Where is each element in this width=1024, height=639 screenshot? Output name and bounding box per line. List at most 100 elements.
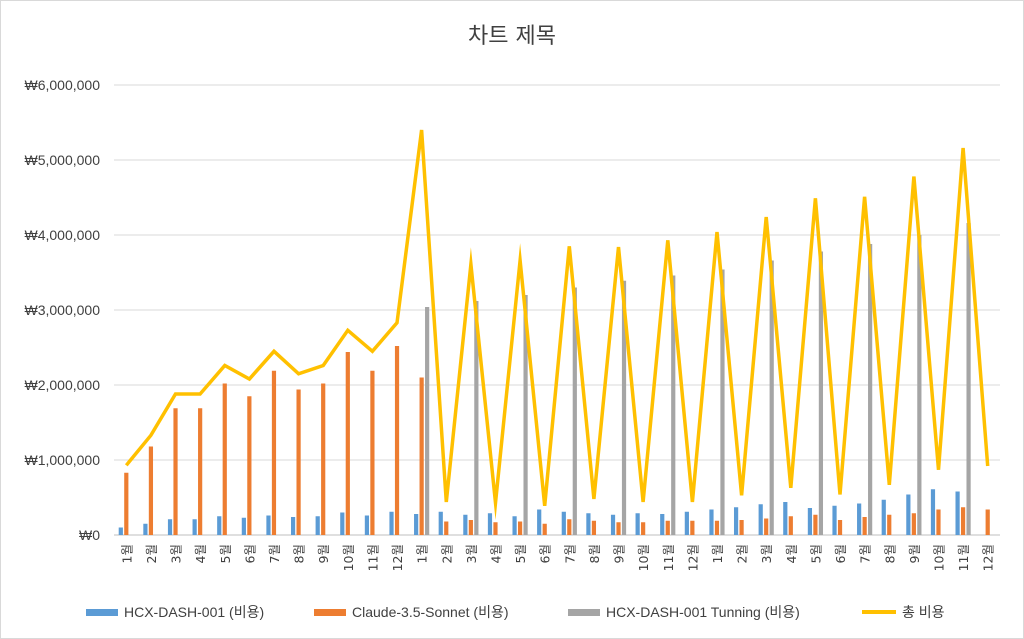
bar	[394, 346, 400, 535]
bar	[241, 517, 246, 535]
gridlines	[114, 84, 1000, 536]
bar	[906, 494, 911, 535]
bar	[118, 527, 123, 535]
x-tick-label: 10월	[341, 544, 356, 571]
bar	[124, 472, 129, 535]
bar	[315, 516, 320, 535]
bar	[641, 522, 646, 535]
bar	[414, 514, 419, 535]
legend-label: 총 비용	[902, 604, 945, 620]
x-tick-label: 3월	[464, 544, 479, 563]
bar	[321, 383, 326, 535]
legend-label: HCX-DASH-001 (비용)	[124, 604, 265, 620]
x-tick-label: 8월	[292, 544, 307, 563]
legend-label: HCX-DASH-001 Tunning (비용)	[606, 604, 800, 620]
bar	[955, 491, 960, 535]
x-tick-label: 9월	[612, 544, 627, 563]
bar	[222, 383, 227, 535]
line-series	[124, 129, 990, 520]
bar	[438, 511, 443, 535]
legend-item-hcx-tunning: HCX-DASH-001 Tunning (비용)	[568, 600, 800, 624]
chart-title: 차트 제목	[468, 24, 556, 49]
bar	[517, 521, 523, 535]
x-tick-label: 11월	[661, 544, 676, 571]
bar	[370, 370, 375, 535]
y-tick-label: ₩5,000,000	[25, 152, 101, 168]
bar	[487, 513, 493, 535]
bar	[862, 517, 867, 535]
legend-swatch-gray	[568, 608, 600, 616]
bar	[364, 515, 370, 535]
bar	[425, 307, 430, 535]
y-tick-label: ₩3,000,000	[25, 302, 101, 318]
x-tick-label: 1월	[415, 544, 430, 563]
x-tick-label: 10월	[932, 544, 947, 571]
x-tick-label: 7월	[858, 544, 873, 563]
bar	[930, 489, 936, 535]
bar	[788, 516, 793, 535]
bar	[266, 515, 271, 535]
x-tick-label: 11월	[956, 544, 971, 571]
bar	[512, 516, 517, 535]
bar	[714, 520, 720, 535]
bar	[542, 523, 547, 535]
x-tick-label: 7월	[562, 544, 577, 563]
y-axis-ticks: ₩0 ₩1,000,000 ₩2,000,000 ₩3,000,000 ₩4,000,0…	[25, 77, 101, 543]
legend-swatch-blue	[86, 608, 118, 616]
bar	[985, 509, 990, 535]
y-tick-label: ₩2,000,000	[25, 377, 101, 393]
bar	[345, 352, 350, 535]
bar	[966, 223, 971, 535]
x-tick-label: 9월	[316, 544, 331, 563]
x-tick-label: 1월	[119, 544, 134, 563]
legend-item-hcx-dash: HCX-DASH-001 (비용)	[86, 600, 264, 624]
x-tick-label: 10월	[636, 544, 651, 571]
bar	[911, 513, 916, 535]
x-tick-label: 5월	[513, 544, 528, 563]
legend-swatch-line	[862, 610, 896, 614]
bar	[665, 520, 670, 535]
x-tick-label: 6월	[242, 544, 257, 563]
bar	[217, 516, 222, 535]
x-tick-label: 8월	[882, 544, 897, 563]
bar	[758, 504, 763, 535]
x-tick-label: 6월	[833, 544, 848, 563]
x-tick-label: 2월	[439, 544, 454, 563]
y-tick-label: ₩4,000,000	[25, 227, 101, 243]
bar-series	[118, 223, 990, 535]
bar	[733, 507, 739, 535]
bar	[198, 408, 203, 535]
bar	[271, 370, 277, 535]
bar	[167, 519, 173, 535]
bar	[813, 514, 818, 535]
x-tick-label: 12월	[981, 544, 996, 571]
bar	[832, 505, 837, 535]
bar	[807, 508, 813, 535]
bar	[463, 514, 468, 535]
bar	[586, 513, 591, 535]
bar	[296, 389, 301, 535]
bar	[389, 511, 394, 535]
x-tick-label: 4월	[489, 544, 504, 563]
x-tick-label: 3월	[759, 544, 774, 563]
bar	[493, 522, 498, 535]
bar	[917, 235, 922, 535]
bar	[769, 260, 774, 535]
bar	[764, 518, 769, 535]
bar	[887, 514, 892, 535]
y-tick-label: ₩6,000,000	[25, 77, 101, 93]
x-tick-label: 4월	[193, 544, 208, 563]
x-tick-label: 5월	[218, 544, 233, 563]
bar	[881, 499, 886, 535]
bar	[621, 280, 627, 535]
bar	[192, 519, 197, 535]
x-axis-ticks: 1월 2월 3월 4월 5월 6월 7월 8월 9월 10월 11월 12월 1월 2월 3월 4월 5월 6월 7…	[119, 544, 995, 571]
bar	[960, 507, 966, 535]
bar	[340, 512, 345, 535]
bar	[837, 520, 843, 535]
legend-item-claude: Claude-3.5-Sonnet (비용)	[314, 600, 509, 624]
bar	[567, 519, 572, 535]
x-tick-label: 11월	[365, 544, 380, 571]
bar	[868, 244, 873, 535]
bar	[537, 509, 542, 535]
